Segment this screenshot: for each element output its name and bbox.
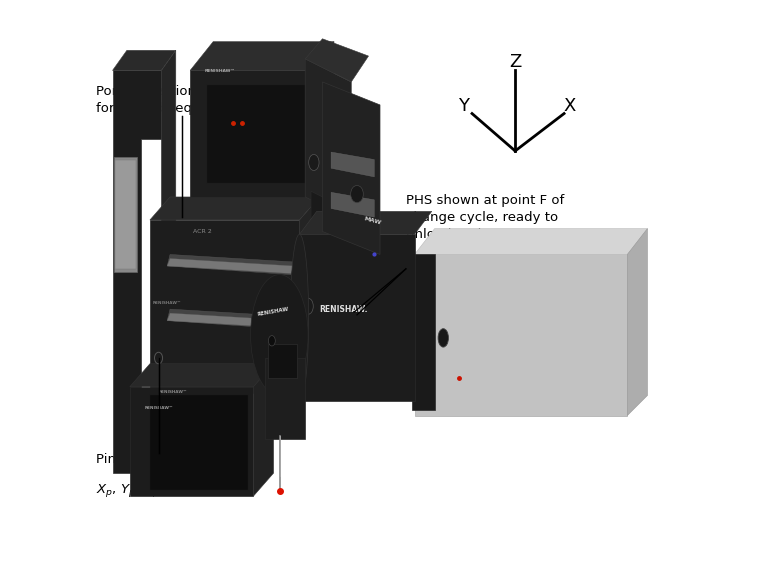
Ellipse shape bbox=[309, 154, 319, 171]
Text: Pin datum point: Pin datum point bbox=[97, 453, 202, 466]
Ellipse shape bbox=[350, 186, 363, 203]
Text: RENISHAW™: RENISHAW™ bbox=[159, 390, 188, 394]
Text: PHS shown at point F of
change cycle, ready to
unload probe arm: PHS shown at point F of change cycle, re… bbox=[406, 194, 564, 241]
Polygon shape bbox=[414, 254, 627, 416]
Text: RENISHAW™: RENISHAW™ bbox=[204, 69, 236, 73]
Polygon shape bbox=[150, 395, 248, 490]
Text: MAW: MAW bbox=[363, 216, 382, 226]
Polygon shape bbox=[412, 254, 435, 410]
Polygon shape bbox=[299, 212, 432, 234]
Ellipse shape bbox=[154, 352, 163, 364]
Text: X: X bbox=[564, 97, 576, 115]
Polygon shape bbox=[268, 344, 296, 378]
Text: RENISHAW.: RENISHAW. bbox=[320, 305, 368, 314]
Polygon shape bbox=[167, 254, 293, 275]
Polygon shape bbox=[331, 152, 374, 177]
Text: Port in position ready
for unload sequence: Port in position ready for unload sequen… bbox=[97, 85, 239, 115]
Text: RENISHAW: RENISHAW bbox=[256, 307, 289, 317]
Polygon shape bbox=[150, 220, 299, 392]
Polygon shape bbox=[331, 192, 374, 217]
Polygon shape bbox=[130, 387, 253, 496]
Text: Z: Z bbox=[509, 53, 521, 71]
Polygon shape bbox=[306, 39, 369, 82]
Ellipse shape bbox=[251, 275, 308, 395]
Polygon shape bbox=[322, 82, 380, 254]
Text: ACR 2: ACR 2 bbox=[193, 229, 212, 234]
Polygon shape bbox=[311, 42, 334, 197]
Polygon shape bbox=[190, 42, 334, 71]
Polygon shape bbox=[167, 309, 293, 329]
Polygon shape bbox=[167, 313, 293, 328]
Polygon shape bbox=[311, 191, 357, 277]
Polygon shape bbox=[306, 59, 351, 220]
Polygon shape bbox=[299, 234, 414, 401]
Polygon shape bbox=[161, 50, 176, 473]
Polygon shape bbox=[311, 231, 380, 301]
Polygon shape bbox=[116, 160, 136, 269]
Polygon shape bbox=[299, 197, 320, 392]
Polygon shape bbox=[253, 364, 274, 496]
Polygon shape bbox=[167, 258, 293, 273]
Polygon shape bbox=[627, 229, 648, 416]
Polygon shape bbox=[190, 71, 311, 197]
Polygon shape bbox=[130, 364, 274, 387]
Ellipse shape bbox=[303, 298, 313, 314]
Ellipse shape bbox=[438, 329, 448, 347]
Polygon shape bbox=[114, 157, 138, 272]
Polygon shape bbox=[414, 229, 648, 254]
Polygon shape bbox=[265, 358, 306, 439]
Text: Y: Y bbox=[458, 97, 469, 115]
Polygon shape bbox=[150, 197, 320, 220]
Text: RENISHAW™: RENISHAW™ bbox=[153, 301, 182, 305]
Text: RENISHAW™: RENISHAW™ bbox=[144, 406, 173, 410]
Polygon shape bbox=[112, 71, 161, 473]
Text: $X_p$, $Y_p$, $Z_p$: $X_p$, $Y_p$, $Z_p$ bbox=[97, 481, 160, 499]
Ellipse shape bbox=[290, 234, 309, 401]
Ellipse shape bbox=[268, 336, 275, 346]
Polygon shape bbox=[112, 50, 176, 71]
Polygon shape bbox=[207, 85, 306, 183]
